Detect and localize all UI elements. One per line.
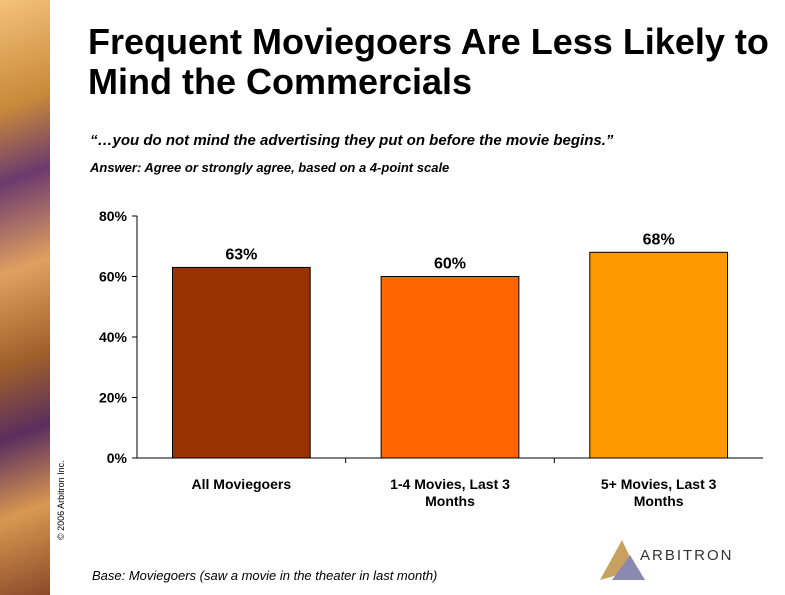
value-label: 63% bbox=[225, 246, 257, 263]
x-tick-label: 5+ Movies, Last 3 Months bbox=[600, 476, 717, 509]
value-label: 60% bbox=[434, 256, 466, 273]
y-tick-label: 60% bbox=[99, 269, 128, 285]
y-tick-label: 80% bbox=[99, 208, 128, 224]
bar bbox=[171, 266, 311, 459]
value-label: 68% bbox=[643, 231, 675, 248]
y-tick-label: 20% bbox=[99, 390, 128, 406]
title: Frequent Moviegoers Are Less Likely to M… bbox=[88, 21, 769, 102]
bar bbox=[589, 251, 729, 459]
note: Answer: Agree or strongly agree, based o… bbox=[90, 160, 450, 175]
bar bbox=[380, 276, 520, 459]
logo: ARBITRON bbox=[600, 540, 734, 580]
x-tick-label: All Moviegoers bbox=[191, 476, 292, 492]
logo-text: ARBITRON bbox=[640, 547, 734, 564]
decor-strip bbox=[0, 0, 50, 595]
base-note: Base: Moviegoers (saw a movie in the the… bbox=[92, 568, 438, 583]
x-tick-label: 1-4 Movies, Last 3 Months bbox=[390, 476, 510, 509]
logo-mark bbox=[612, 555, 645, 580]
subtitle: “…you do not mind the advertising they p… bbox=[90, 132, 614, 149]
y-tick-label: 0% bbox=[107, 450, 128, 466]
y-tick-label: 40% bbox=[99, 329, 128, 345]
